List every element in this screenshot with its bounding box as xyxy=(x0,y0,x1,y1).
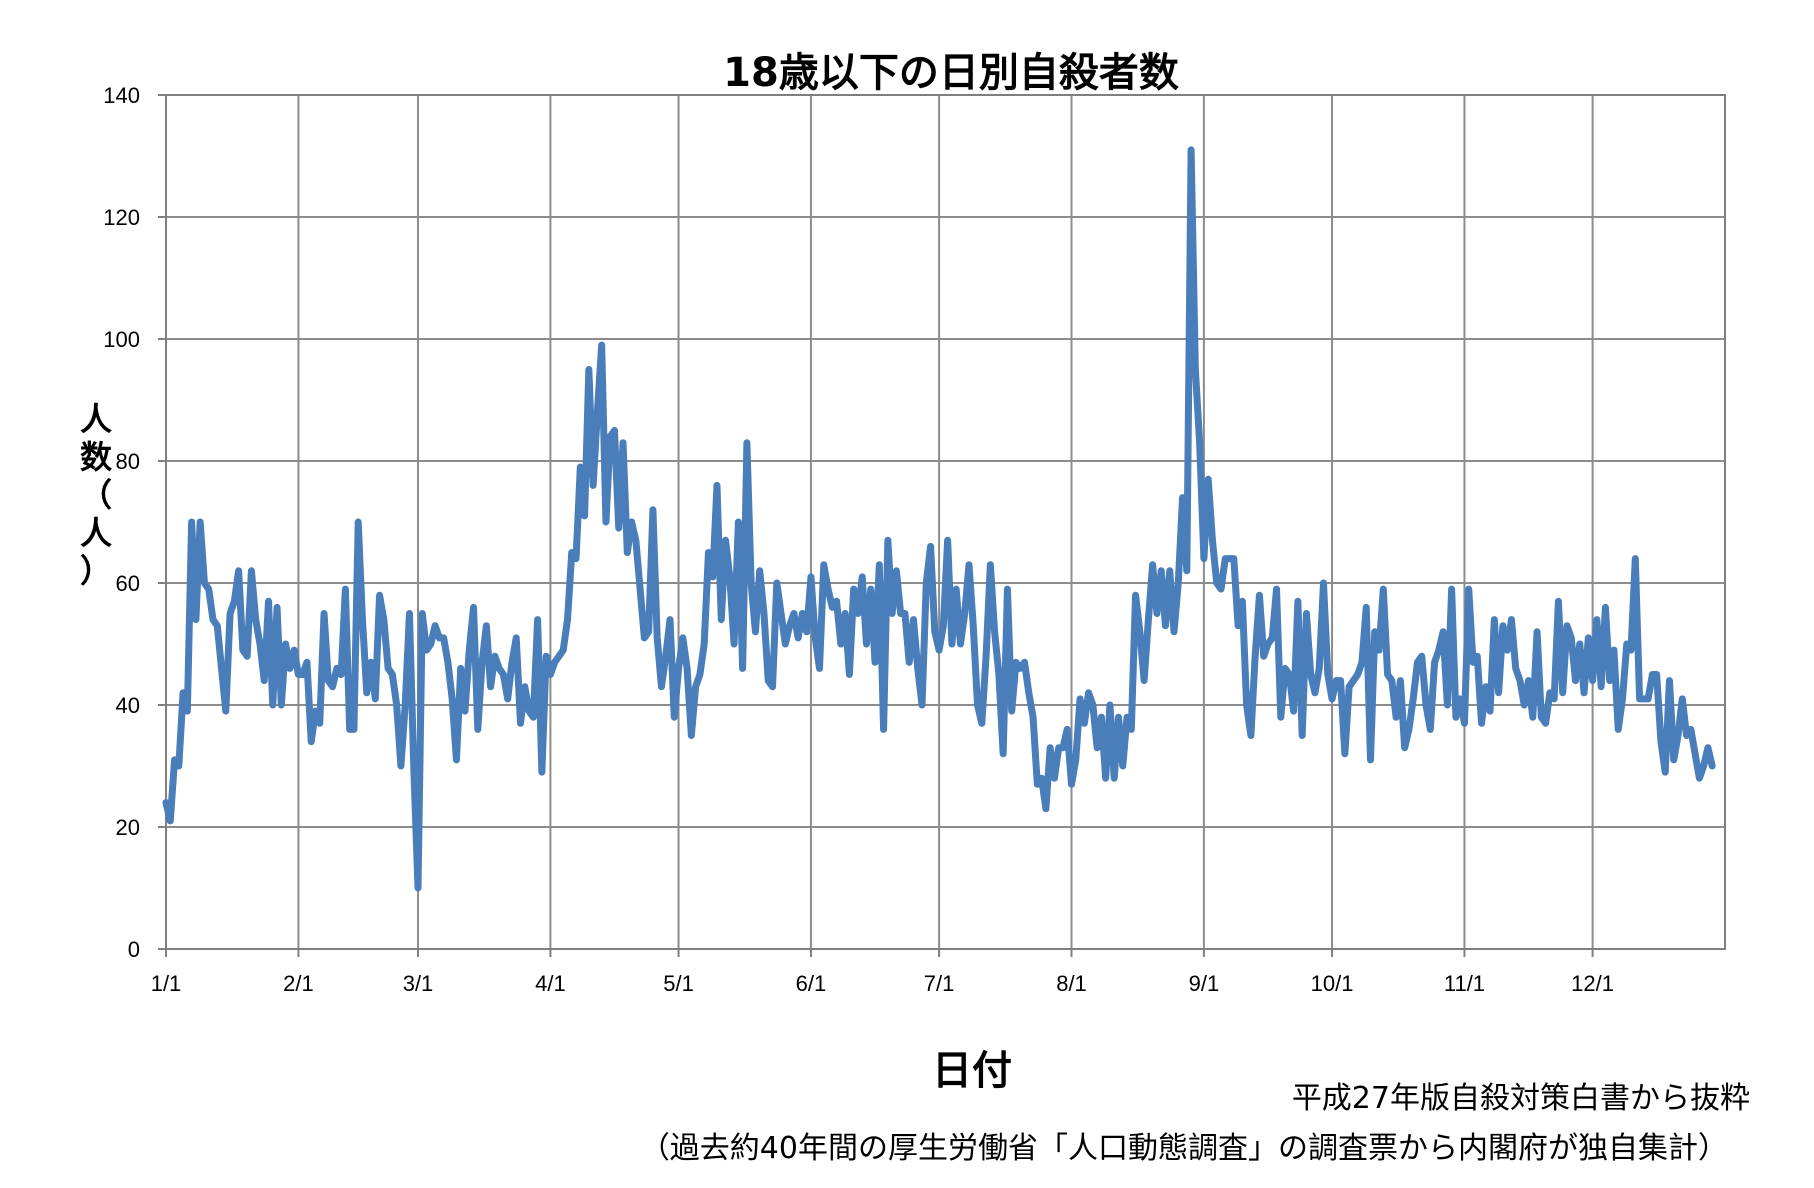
x-tick-label: 2/1 xyxy=(283,971,314,996)
y-axis-label: 人数（人） xyxy=(80,400,113,590)
x-axis-ticks: 1/1 2/1 3/1 4/1 5/1 6/1 7/1 8/1 9/1 10/1 11/1 12/1 xyxy=(151,949,1614,996)
y-tick-label: 80 xyxy=(116,449,140,474)
y-tick-label: 40 xyxy=(116,693,140,718)
grid-lines xyxy=(165,94,1725,950)
x-tick-label: 12/1 xyxy=(1571,971,1614,996)
svg-text:人数（人）: 人数（人） xyxy=(80,400,113,590)
detail-note: （過去約40年間の厚生労働省「人口動態調査」の調査票から内閣府が独自集計） xyxy=(640,1131,1728,1166)
plot-area-border xyxy=(165,94,1726,950)
y-axis-ticks: 0 20 40 60 80 100 120 140 xyxy=(103,83,166,962)
x-tick-label: 4/1 xyxy=(535,971,566,996)
series-line xyxy=(162,146,1716,892)
y-tick-label: 120 xyxy=(103,205,140,230)
x-tick-label: 9/1 xyxy=(1189,971,1220,996)
x-tick-label: 1/1 xyxy=(151,971,182,996)
x-tick-label: 10/1 xyxy=(1311,971,1354,996)
y-tick-label: 100 xyxy=(103,327,140,352)
x-tick-label: 5/1 xyxy=(663,971,694,996)
x-tick-label: 8/1 xyxy=(1056,971,1087,996)
source-note: 平成27年版自殺対策白書から抜粋 xyxy=(1292,1081,1750,1116)
x-axis-label: 日付 xyxy=(932,1048,1012,1094)
y-tick-label: 60 xyxy=(116,571,140,596)
y-tick-label: 140 xyxy=(103,83,140,108)
chart-title: 18歳以下の日別自殺者数 xyxy=(723,50,1179,96)
y-tick-label: 0 xyxy=(128,937,140,962)
x-tick-label: 7/1 xyxy=(924,971,955,996)
y-tick-label: 20 xyxy=(116,815,140,840)
x-tick-label: 11/1 xyxy=(1444,971,1485,996)
x-tick-label: 6/1 xyxy=(796,971,827,996)
x-tick-label: 3/1 xyxy=(403,971,434,996)
